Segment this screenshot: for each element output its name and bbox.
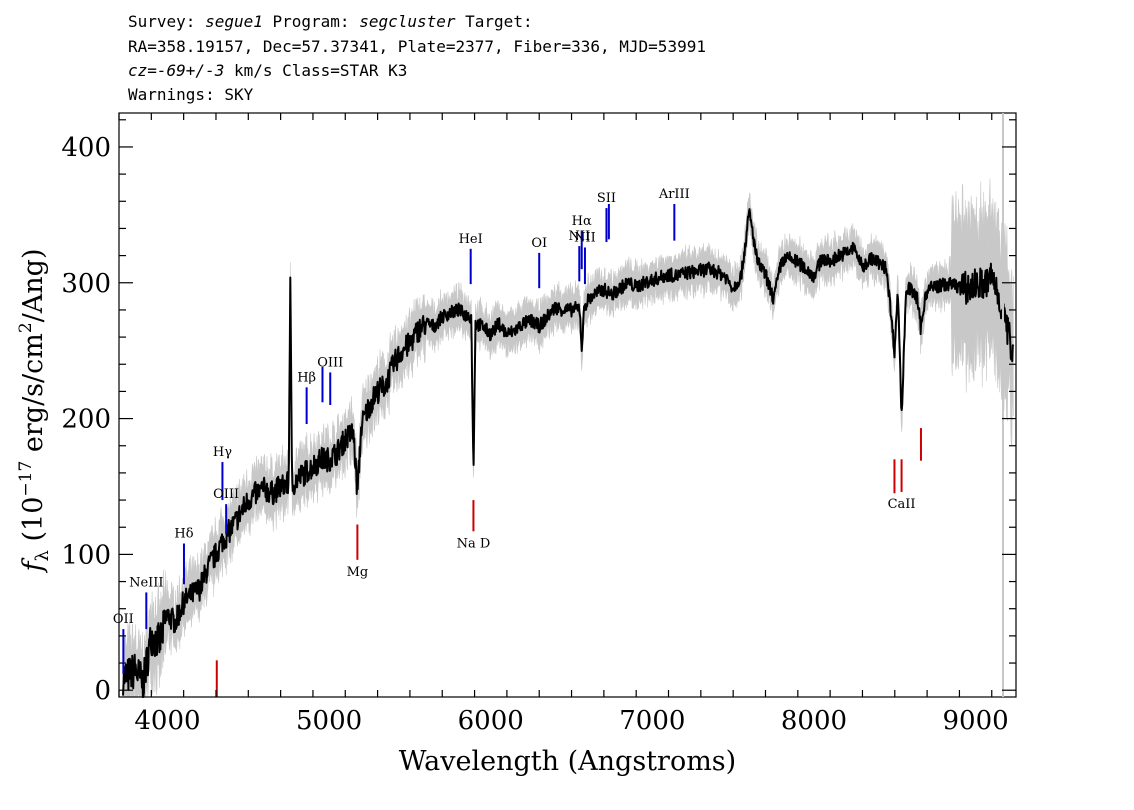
y-axis-pre: (10 xyxy=(18,497,49,550)
header-target-label: Target: xyxy=(455,12,533,31)
x-tick-label: 7000 xyxy=(619,706,685,736)
header-cz: cz=-69+/-3 xyxy=(128,61,225,80)
y-axis-exp2: 2 xyxy=(16,322,36,333)
x-tick-label: 6000 xyxy=(458,706,524,736)
header-line-2: RA=358.19157, Dec=57.37341, Plate=2377, … xyxy=(128,37,706,56)
flux-line xyxy=(122,208,1015,698)
plot-frame xyxy=(118,112,1017,698)
x-tick-label: 5000 xyxy=(296,706,362,736)
spectral-line-label: CaII xyxy=(888,497,916,512)
spectral-line-label: NII xyxy=(568,229,590,244)
y-tick-label: 300 xyxy=(61,269,111,299)
flux-series xyxy=(122,208,1015,698)
y-axis-title: fλ (10−17 erg/s/cm2/Ang) xyxy=(16,249,53,574)
axis-ticks xyxy=(118,113,1016,697)
error-band xyxy=(122,178,1014,698)
x-tick-label: 4000 xyxy=(134,706,200,736)
spectral-line-label: SII xyxy=(597,191,616,206)
header-line-1: Survey: segue1 Program: segcluster Targe… xyxy=(128,14,533,30)
header-line-3: cz=-69+/-3 km/s Class=STAR K3 xyxy=(128,63,407,79)
y-tick-label: 100 xyxy=(61,540,111,570)
y-axis-post: /Ang) xyxy=(18,249,49,323)
x-axis-title: Wavelength (Angstroms) xyxy=(399,746,736,777)
spectral-line-label: OIII xyxy=(317,355,343,370)
header-class: km/s Class=STAR K3 xyxy=(224,61,408,80)
y-tick-label: 0 xyxy=(94,676,111,706)
error-band-area xyxy=(122,178,1014,698)
header-program-prefix: Program: xyxy=(262,12,360,31)
spectral-line-label: Mg xyxy=(347,565,369,580)
spectral-line-label: OII xyxy=(113,612,134,627)
spectral-line-label: OIII xyxy=(213,487,239,502)
y-tick-label: 200 xyxy=(61,405,111,435)
x-tick-label: 9000 xyxy=(943,706,1009,736)
header-program: segcluster xyxy=(359,12,456,31)
spectral-line-label: Na D xyxy=(457,536,491,551)
spectral-line-label: Hγ xyxy=(213,445,232,460)
spectral-line-label: NeIII xyxy=(129,575,163,590)
spectral-line-label: ArIII xyxy=(658,187,690,202)
spectral-line-label: OI xyxy=(531,236,547,251)
spectral-line-label: HeI xyxy=(459,232,483,247)
spectral-line-label: Hβ xyxy=(297,370,316,385)
spectral-line-label: Hα xyxy=(572,214,592,229)
y-tick-label: 400 xyxy=(61,133,111,163)
y-axis-mid: erg/s/cm xyxy=(18,333,49,461)
header-line-4: Warnings: SKY xyxy=(128,85,254,104)
header-survey: segue1 xyxy=(205,12,263,31)
x-tick-label: 8000 xyxy=(781,706,847,736)
spectral-line-label: Hδ xyxy=(174,527,193,542)
y-axis-exp1: −17 xyxy=(16,461,36,497)
y-axis-lambda: λ xyxy=(32,550,53,561)
tick-labels: 4000 5000 6000 7000 8000 9000 0 100 200 300 400 xyxy=(61,133,1008,736)
spectral-line-label: NII xyxy=(574,230,596,245)
header-survey-prefix: Survey: xyxy=(128,12,206,31)
